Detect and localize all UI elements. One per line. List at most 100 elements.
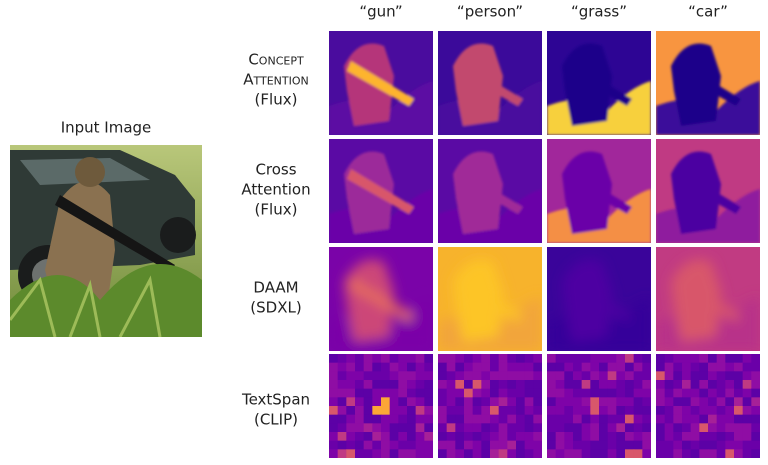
pixel xyxy=(490,397,500,407)
pixel xyxy=(725,423,735,433)
pixel xyxy=(533,449,542,458)
pixel xyxy=(581,380,591,390)
pixel xyxy=(664,414,674,424)
pixel xyxy=(407,414,417,424)
pixel xyxy=(363,423,373,433)
pixel xyxy=(389,380,399,390)
pixel xyxy=(751,380,760,390)
pixel xyxy=(725,380,735,390)
pixel xyxy=(372,362,382,372)
pixel xyxy=(708,380,718,390)
pixel xyxy=(682,440,692,450)
pixel xyxy=(490,432,500,442)
pixel xyxy=(682,371,692,381)
gun-region xyxy=(674,277,741,322)
pixel xyxy=(751,388,760,398)
pixel xyxy=(363,414,373,424)
pixel xyxy=(455,414,465,424)
pixel xyxy=(464,449,474,458)
pixel xyxy=(599,380,609,390)
pixel xyxy=(734,388,744,398)
pixel xyxy=(664,423,674,433)
pixel xyxy=(464,440,474,450)
pixel xyxy=(725,371,735,381)
pixel xyxy=(507,362,517,372)
pixel xyxy=(656,397,666,407)
pixel xyxy=(656,432,666,442)
pixel xyxy=(690,388,700,398)
pixel xyxy=(590,354,600,364)
pixel xyxy=(625,380,635,390)
gun-region xyxy=(674,169,741,214)
pixel xyxy=(498,371,508,381)
pixel xyxy=(664,449,674,458)
pixel xyxy=(415,354,425,364)
pixel xyxy=(581,354,591,364)
pixel xyxy=(682,397,692,407)
pixel xyxy=(507,406,517,416)
pixel xyxy=(446,371,456,381)
pixel xyxy=(407,423,417,433)
pixel xyxy=(415,362,425,372)
pixel xyxy=(524,354,534,364)
pixel xyxy=(607,371,617,381)
pixel xyxy=(524,362,534,372)
pixel xyxy=(607,449,617,458)
pixel xyxy=(372,354,382,364)
pixel xyxy=(607,432,617,442)
pixel xyxy=(673,423,683,433)
pixel xyxy=(424,397,433,407)
pixel xyxy=(337,440,347,450)
pixel xyxy=(673,397,683,407)
pixel xyxy=(664,380,674,390)
pixel xyxy=(607,440,617,450)
pixel xyxy=(742,354,752,364)
pixel xyxy=(607,380,617,390)
pixel xyxy=(481,414,491,424)
pixel xyxy=(734,371,744,381)
pixel xyxy=(734,423,744,433)
pixel xyxy=(616,397,626,407)
gun-region xyxy=(674,61,741,106)
pixel xyxy=(656,414,666,424)
pixel xyxy=(329,440,339,450)
pixel xyxy=(673,380,683,390)
input-label: Input Image xyxy=(61,119,152,137)
pixel xyxy=(642,354,651,364)
pixel xyxy=(398,414,408,424)
pixel xyxy=(642,371,651,381)
pixel xyxy=(438,423,448,433)
heatmap xyxy=(547,31,651,135)
pixel xyxy=(664,406,674,416)
pixel xyxy=(633,388,643,398)
pixel xyxy=(415,388,425,398)
pixel xyxy=(524,440,534,450)
heatmap-shapes xyxy=(656,259,760,351)
pixel xyxy=(372,449,382,458)
pixel xyxy=(616,449,626,458)
pixel xyxy=(633,354,643,364)
pixel xyxy=(472,449,482,458)
pixel xyxy=(564,414,574,424)
pixel xyxy=(407,388,417,398)
pixel xyxy=(398,440,408,450)
row-label: Concept xyxy=(248,51,304,69)
pixel xyxy=(573,380,583,390)
pixel xyxy=(699,449,709,458)
pixel xyxy=(716,449,726,458)
heatmap xyxy=(438,31,542,135)
pixel xyxy=(346,423,356,433)
pixel xyxy=(533,414,542,424)
soldier-region xyxy=(562,43,612,126)
pixel xyxy=(547,423,557,433)
pixel xyxy=(472,406,482,416)
pixel xyxy=(555,371,565,381)
pixel xyxy=(625,423,635,433)
pixel xyxy=(547,371,557,381)
pixel xyxy=(498,380,508,390)
pixel xyxy=(424,449,433,458)
column-header: “grass” xyxy=(571,3,627,21)
pixel xyxy=(564,432,574,442)
pixel xyxy=(438,362,448,372)
heatmap-shapes xyxy=(547,259,651,351)
